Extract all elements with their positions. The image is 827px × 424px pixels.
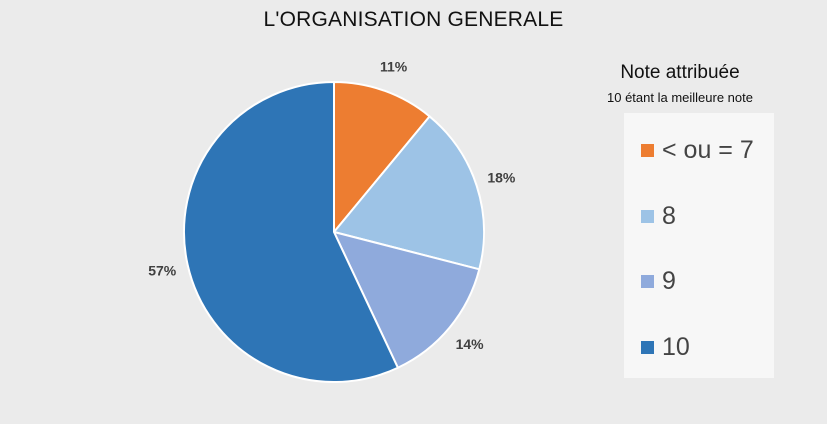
legend-swatch — [641, 340, 654, 354]
chart-title: L'ORGANISATION GENERALE — [263, 8, 564, 31]
legend-swatch — [641, 209, 654, 223]
legend-label: 9 — [662, 266, 676, 295]
legend-title: Note attribuée — [620, 62, 740, 83]
legend: < ou = 7 8 9 10 — [624, 113, 774, 378]
legend-subtitle: 10 étant la meilleure note — [607, 90, 753, 105]
data-label: 11% — [380, 58, 408, 74]
legend-swatch — [641, 143, 654, 157]
legend-label: 8 — [662, 201, 676, 230]
data-label: 14% — [456, 336, 485, 352]
pie-slice-ou-7 — [333, 80, 432, 235]
legend-label: < ou = 7 — [662, 135, 754, 164]
pie-slice-10 — [183, 80, 400, 383]
pie-slice-8 — [332, 115, 485, 271]
legend-item-7-or-less: < ou = 7 — [641, 135, 754, 165]
legend-swatch — [641, 274, 654, 288]
legend-item-9: 9 — [641, 266, 676, 296]
legend-label: 10 — [662, 332, 690, 361]
data-label: 18% — [487, 170, 516, 186]
pie-slice-9 — [332, 230, 481, 370]
legend-item-8: 8 — [641, 201, 676, 231]
data-label: 57% — [148, 262, 177, 278]
legend-item-10: 10 — [641, 332, 690, 362]
